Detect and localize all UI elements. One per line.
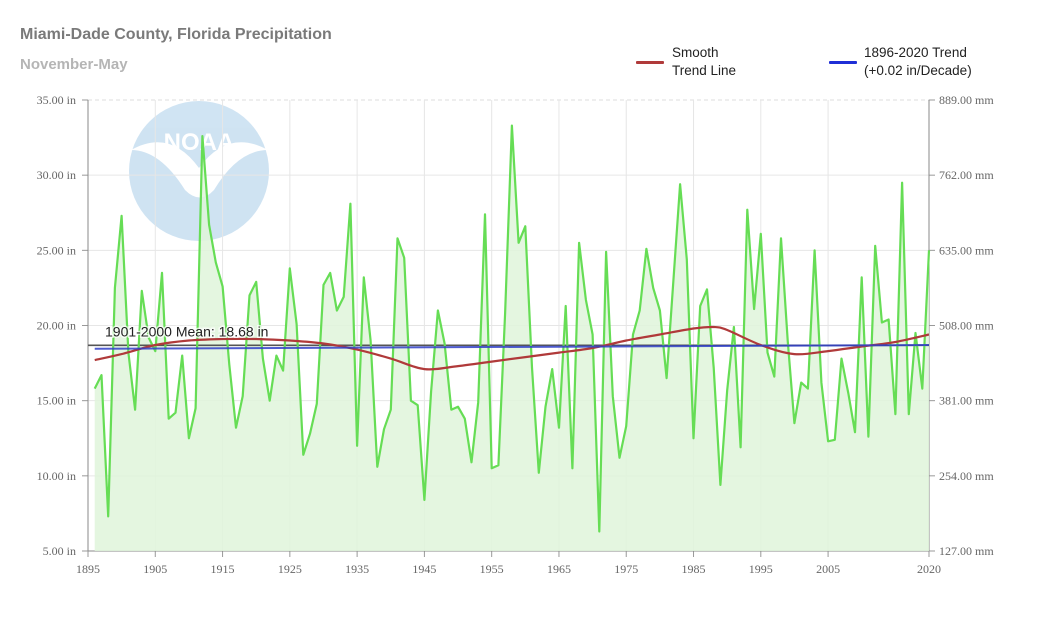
y-tick-label-right: 635.00 mm (939, 243, 994, 257)
legend-label-smooth-line2: Trend Line (672, 63, 737, 78)
legend-label-trend-line1: 1896-2020 Trend (864, 45, 967, 60)
x-tick-label: 1945 (412, 562, 436, 576)
y-tick-label-right: 762.00 mm (939, 168, 994, 182)
precipitation-area (94, 125, 929, 551)
legend-label-linear-trend: 1896-2020 Trend (+0.02 in/Decade) (864, 44, 972, 80)
x-tick-label: 1935 (345, 562, 369, 576)
legend-swatch-linear-trend (829, 61, 857, 64)
x-tick-label: 2005 (816, 562, 840, 576)
x-tick-label: 1995 (749, 562, 773, 576)
precipitation-line (93, 124, 931, 533)
x-tick-label: 1965 (547, 562, 571, 576)
y-tick-label-left: 15.00 in (37, 394, 76, 408)
y-tick-label-left: 35.00 in (37, 93, 76, 107)
linear-trend-line (94, 344, 930, 350)
y-tick-label-left: 30.00 in (37, 168, 76, 182)
x-tick-label: 1975 (614, 562, 638, 576)
x-tick-label: 1985 (682, 562, 706, 576)
x-tick-label: 1915 (211, 562, 235, 576)
legend-label-trend-line2: (+0.02 in/Decade) (864, 63, 972, 78)
chart-subtitle: November-May (20, 56, 128, 73)
y-tick-label-left: 5.00 in (43, 544, 76, 558)
legend-label-smooth-line1: Smooth (672, 45, 719, 60)
y-tick-label-right: 381.00 mm (939, 394, 994, 408)
y-tick-label-left: 20.00 in (37, 319, 76, 333)
chart-title: Miami-Dade County, Florida Precipitation (20, 26, 332, 43)
smooth-trend-line (94, 325, 930, 371)
svg-text:NOAA: NOAA (164, 129, 235, 156)
noaa-logo-watermark: NOAA (129, 101, 269, 241)
y-tick-label-left: 25.00 in (37, 243, 76, 257)
legend-swatch-smooth-trend (636, 61, 664, 64)
y-tick-label-right: 889.00 mm (939, 93, 994, 107)
y-tick-label-right: 508.00 mm (939, 319, 994, 333)
mean-line-label: 1901-2000 Mean: 18.68 in (105, 323, 268, 339)
x-tick-label: 2020 (917, 562, 941, 576)
x-tick-label: 1905 (143, 562, 167, 576)
y-tick-label-right: 254.00 mm (939, 469, 994, 483)
legend-label-smooth-trend: Smooth Trend Line (672, 44, 736, 80)
x-tick-label: 1955 (480, 562, 504, 576)
y-tick-label-left: 10.00 in (37, 469, 76, 483)
x-tick-label: 1925 (278, 562, 302, 576)
y-tick-label-right: 127.00 mm (939, 544, 994, 558)
x-tick-label: 1895 (76, 562, 100, 576)
